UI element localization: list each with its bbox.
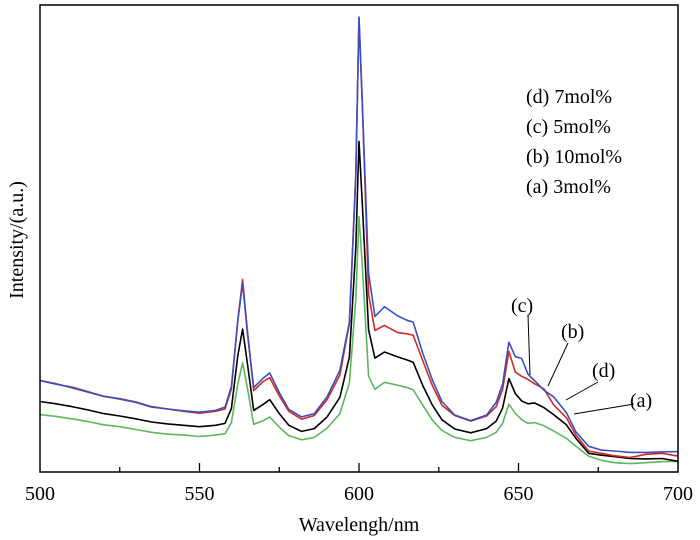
legend-entry-c: (c) 5mol%	[526, 116, 611, 138]
curve-label-b: (b)	[561, 321, 584, 343]
x-tick-label: 550	[185, 483, 215, 505]
curve-pointer-b	[547, 342, 569, 387]
curve-pointer-a	[573, 403, 635, 415]
legend-entry-a: (a) 3mol%	[526, 176, 611, 198]
curve-annotations: (c) (b) (d) (a)	[511, 295, 652, 415]
curve-label-c: (c)	[511, 295, 533, 317]
legend-entry-d: (d) 7mol%	[526, 86, 612, 108]
series-line-c	[39, 16, 679, 454]
series-line-d	[39, 17, 679, 459]
x-tick-label: 500	[25, 483, 55, 505]
curve-pointer-d	[565, 381, 599, 401]
curve-label-d: (d)	[592, 360, 615, 382]
y-axis-label: Intensity/(a.u.)	[6, 181, 28, 299]
x-tick-label: 650	[504, 483, 534, 505]
x-axis-tick-labels: 500 550 600 650 700	[25, 483, 693, 505]
series-line-a	[39, 215, 679, 465]
curve-pointer-c	[527, 314, 531, 376]
plot-lines	[39, 16, 679, 465]
x-axis-label: Wavelengh/nm	[299, 514, 420, 536]
x-axis-ticks	[119, 463, 599, 472]
x-tick-label: 700	[663, 483, 693, 505]
x-tick-label: 600	[344, 483, 374, 505]
series-line-b	[39, 140, 679, 463]
curve-label-a: (a)	[630, 390, 652, 412]
legend: (d) 7mol% (c) 5mol% (b) 10mol% (a) 3mol%	[526, 86, 622, 198]
legend-entry-b: (b) 10mol%	[526, 146, 622, 168]
